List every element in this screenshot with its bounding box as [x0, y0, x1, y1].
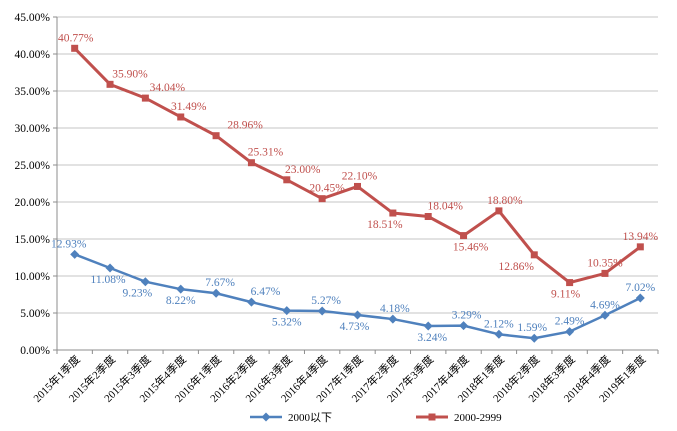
square-marker	[141, 94, 149, 102]
data-label: 12.86%	[499, 261, 535, 273]
data-label: 12.93%	[51, 238, 87, 250]
diamond-marker	[140, 277, 150, 287]
diamond-marker	[635, 293, 645, 303]
legend-square-marker	[428, 413, 436, 421]
data-label: 10.35%	[587, 257, 623, 269]
data-label: 5.32%	[272, 317, 302, 329]
data-label: 25.31%	[248, 147, 284, 159]
square-marker	[177, 113, 185, 121]
data-label: 11.08%	[91, 274, 126, 286]
data-label: 34.04%	[150, 82, 186, 94]
series-0: 12.93% 11.08% 9.23% 8.22% 7.67% 6.47% 5.32% 5.2…	[51, 238, 656, 344]
square-marker	[318, 195, 326, 203]
legend-diamond-marker	[261, 412, 271, 422]
y-axis-labels: 0.00% 5.00% 10.00% 15.00% 20.00% 25.00% 30.00%…	[15, 12, 51, 357]
diamond-marker	[529, 333, 539, 343]
y-gridlines	[53, 16, 658, 351]
diamond-marker	[565, 327, 575, 337]
diamond-marker	[105, 263, 115, 273]
data-label: 23.00%	[285, 164, 321, 176]
square-marker	[283, 176, 291, 184]
y-tick-label: 5.00%	[20, 308, 50, 320]
y-tick-label: 25.00%	[15, 160, 51, 172]
y-tick-label: 30.00%	[15, 123, 51, 135]
data-label: 18.04%	[427, 201, 463, 213]
data-label: 2.49%	[555, 316, 585, 328]
data-label: 7.02%	[625, 282, 655, 294]
data-label: 15.46%	[453, 242, 489, 254]
diamond-marker	[423, 321, 433, 331]
square-marker	[424, 213, 432, 221]
data-label: 3.24%	[417, 332, 447, 344]
legend-label: 2000以下	[288, 412, 332, 424]
diamond-marker	[600, 310, 610, 320]
diamond-marker	[246, 297, 256, 307]
square-marker	[601, 269, 609, 277]
data-label: 20.45%	[309, 183, 345, 195]
legend-label: 2000-2999	[454, 412, 502, 424]
square-marker	[212, 132, 220, 140]
data-label: 2.12%	[484, 318, 514, 330]
square-marker	[354, 182, 361, 190]
diamond-marker	[494, 329, 504, 339]
data-label: 1.59%	[517, 322, 547, 334]
square-marker	[71, 44, 79, 52]
y-tick-label: 0.00%	[20, 345, 50, 357]
data-label: 9.11%	[551, 289, 581, 301]
y-tick-label: 20.00%	[15, 197, 51, 209]
data-label: 28.96%	[227, 120, 263, 132]
square-marker	[247, 159, 255, 167]
data-label: 22.10%	[342, 170, 378, 182]
data-label: 6.47%	[251, 286, 281, 298]
data-label: 5.27%	[311, 295, 341, 307]
square-marker	[389, 209, 397, 217]
data-label: 35.90%	[112, 68, 148, 80]
axes	[56, 17, 659, 354]
data-label: 40.77%	[58, 32, 94, 44]
y-tick-label: 40.00%	[15, 49, 51, 61]
data-label: 3.29%	[452, 310, 482, 322]
square-marker	[636, 243, 644, 251]
y-tick-label: 45.00%	[15, 12, 51, 24]
square-marker	[530, 251, 538, 259]
legend-item-0: 2000以下	[250, 412, 332, 424]
data-label: 7.67%	[205, 277, 235, 289]
square-marker	[106, 80, 114, 88]
data-label: 9.23%	[123, 288, 153, 300]
diamond-marker	[176, 284, 186, 294]
legend-item-1: 2000-2999	[416, 412, 502, 424]
data-label: 4.18%	[380, 303, 410, 315]
diamond-marker	[353, 310, 362, 320]
data-label: 31.49%	[171, 101, 207, 113]
legend: 2000以下 2000-2999	[250, 412, 502, 424]
data-label: 4.73%	[340, 321, 370, 333]
square-marker	[495, 207, 503, 215]
diamond-marker	[282, 306, 292, 316]
diamond-marker	[459, 321, 469, 331]
diamond-marker	[388, 314, 398, 324]
data-label: 18.80%	[487, 195, 523, 207]
y-tick-label: 15.00%	[15, 234, 51, 246]
y-tick-label: 10.00%	[15, 271, 51, 283]
x-axis-labels: 2015年1季度2015年2季度2015年3季度2015年4季度2016年1季度…	[30, 352, 648, 405]
data-label: 13.94%	[623, 231, 659, 243]
diamond-marker	[211, 288, 221, 298]
series-1: 40.77% 35.90%34.04% 31.49% 28.96% 25.31%23.0…	[58, 32, 659, 300]
diamond-marker	[70, 249, 80, 259]
data-label: 8.22%	[166, 295, 196, 307]
data-label: 18.51%	[367, 219, 403, 231]
square-marker	[460, 232, 468, 240]
y-tick-label: 35.00%	[15, 86, 51, 98]
square-marker	[566, 279, 574, 287]
data-label: 4.69%	[590, 299, 620, 311]
diamond-marker	[317, 306, 327, 316]
